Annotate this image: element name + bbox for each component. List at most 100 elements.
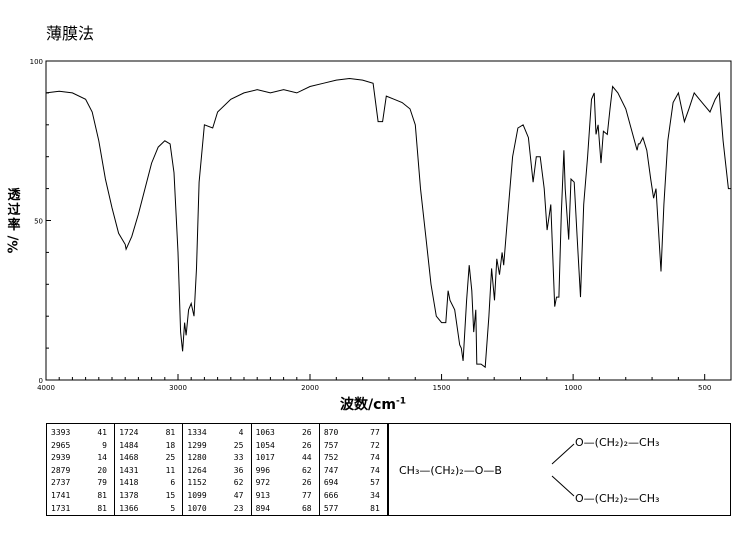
peak-row: 870 77 [324, 427, 387, 440]
peak-transmittance: 77 [370, 428, 380, 437]
peak-transmittance: 41 [97, 428, 107, 437]
peak-transmittance: 34 [370, 490, 380, 500]
peak-wavenumber: 1334 [187, 428, 207, 437]
peak-wavenumber: 1099 [187, 490, 207, 500]
peak-transmittance: 23 [233, 503, 244, 513]
peak-wavenumber: 996 [255, 465, 271, 475]
peak-row: 1366 5 [119, 503, 182, 516]
peak-column: 1063 26 1054 26 1017 44 996 62 972 26 913 77 894 68 [252, 424, 320, 515]
peak-row: 894 68 [256, 503, 319, 516]
peak-wavenumber: 1070 [187, 503, 207, 513]
peak-transmittance: 26 [301, 440, 312, 450]
peak-row: 1152 62 [187, 477, 250, 490]
peak-transmittance: 6 [170, 478, 176, 488]
peak-wavenumber: 2939 [51, 453, 71, 463]
peak-wavenumber: 1366 [119, 503, 139, 513]
peak-transmittance: 81 [165, 428, 176, 437]
peak-row: 1431 11 [119, 465, 182, 478]
x-axis-ticks: 4000 3000 2000 1500 1000 500 [37, 374, 732, 392]
peak-row: 666 34 [324, 490, 387, 503]
peak-wavenumber: 666 [323, 490, 339, 500]
peak-row: 1468 25 [119, 452, 182, 465]
peak-transmittance: 25 [165, 453, 176, 463]
peak-row: 1017 44 [256, 452, 319, 465]
peak-wavenumber: 2737 [51, 478, 71, 488]
peak-transmittance: 77 [301, 490, 312, 500]
peak-column: 1334 4 1299 25 1280 33 1264 36 1152 62 1099 47 1070 2… [183, 424, 252, 516]
peak-row: 752 74 [324, 452, 387, 465]
peak-transmittance: 62 [301, 465, 312, 475]
peak-transmittance: 25 [233, 440, 244, 450]
peak-transmittance: 47 [233, 490, 244, 500]
peak-column: 3393 41 2965 9 2939 14 2879 20 2737 79 1741 81 1731 8… [47, 424, 116, 515]
peak-row: 996 62 [256, 465, 319, 478]
peak-wavenumber: 694 [323, 478, 339, 488]
y-axis-label-unit: %/ [6, 235, 22, 254]
peak-transmittance: 26 [301, 428, 312, 437]
structure-upper: O—(CH₂)₂—CH₃ [575, 436, 659, 449]
peak-wavenumber: 972 [255, 478, 271, 488]
peak-row: 747 74 [324, 465, 387, 478]
y-tick-label: 0 [39, 377, 43, 385]
peak-wavenumber: 1378 [119, 490, 139, 500]
peak-row: 694 57 [324, 477, 387, 490]
y-axis-ticks: 100 50 0 [30, 58, 51, 385]
peak-transmittance: 68 [301, 503, 312, 513]
peak-table: 3393 41 2965 9 2939 14 2879 20 2737 79 1741 81 1731 8… [46, 423, 388, 516]
peak-wavenumber: 913 [255, 490, 271, 500]
y-axis-label-text-1: 透 [7, 188, 21, 203]
peak-wavenumber: 1054 [255, 440, 275, 450]
peak-wavenumber: 577 [323, 503, 339, 513]
peak-row: 1063 26 [256, 427, 319, 440]
peak-wavenumber: 1299 [187, 440, 207, 450]
peak-transmittance: 81 [370, 503, 380, 513]
peak-transmittance: 26 [301, 478, 312, 488]
peak-row: 577 81 [324, 503, 387, 516]
peak-wavenumber: 1418 [119, 478, 139, 488]
x-tick-label: 2000 [301, 384, 319, 392]
plot-frame [45, 60, 732, 381]
y-tick-label: 100 [30, 58, 43, 66]
peak-row: 1724 81 [119, 427, 182, 440]
y-axis-label-text-2: 过 [7, 203, 21, 218]
peak-column: 870 77 757 72 752 74 747 74 694 57 666 34 577 81 [320, 424, 387, 515]
peak-row: 757 72 [324, 440, 387, 453]
x-axis-label: 波数/cm-1 [340, 396, 406, 413]
peak-wavenumber: 894 [255, 503, 271, 513]
peak-wavenumber: 2965 [51, 440, 71, 450]
peak-wavenumber: 1152 [187, 478, 207, 488]
x-tick-label: 1500 [433, 384, 451, 392]
peak-wavenumber: 1484 [119, 440, 139, 450]
peak-transmittance: 15 [165, 490, 176, 500]
peak-row: 913 77 [256, 490, 319, 503]
peak-wavenumber: 757 [323, 440, 339, 450]
peak-wavenumber: 1741 [51, 490, 71, 500]
x-tick-label: 1000 [564, 384, 582, 392]
peak-row: 1741 81 [51, 490, 114, 503]
structure-left: CH₃—(CH₂)₂—O—B [399, 464, 502, 477]
peak-transmittance: 11 [165, 465, 176, 475]
peak-wavenumber: 752 [323, 453, 339, 463]
peak-transmittance: 62 [233, 478, 244, 488]
peak-transmittance: 81 [97, 490, 107, 500]
peak-row: 2737 79 [51, 477, 114, 490]
peak-wavenumber: 747 [323, 465, 339, 475]
peak-row: 1070 23 [187, 503, 250, 516]
spectrum-line [45, 77, 731, 369]
peak-transmittance: 44 [301, 453, 312, 463]
peak-transmittance: 18 [165, 440, 176, 450]
peak-wavenumber: 1063 [255, 428, 275, 437]
peak-row: 1334 4 [187, 427, 250, 440]
peak-wavenumber: 870 [323, 428, 339, 437]
peak-row: 1299 25 [187, 440, 250, 453]
peak-transmittance: 4 [238, 428, 244, 437]
peak-transmittance: 81 [97, 503, 107, 513]
y-tick-label: 50 [34, 218, 43, 226]
peak-row: 2879 20 [51, 465, 114, 478]
peak-transmittance: 57 [370, 478, 380, 488]
peak-transmittance: 33 [233, 453, 244, 463]
structure-lower: O—(CH₂)₂—CH₃ [575, 492, 659, 505]
peak-row: 1280 33 [187, 452, 250, 465]
x-tick-label: 3000 [169, 384, 187, 392]
peak-row: 1099 47 [187, 490, 250, 503]
